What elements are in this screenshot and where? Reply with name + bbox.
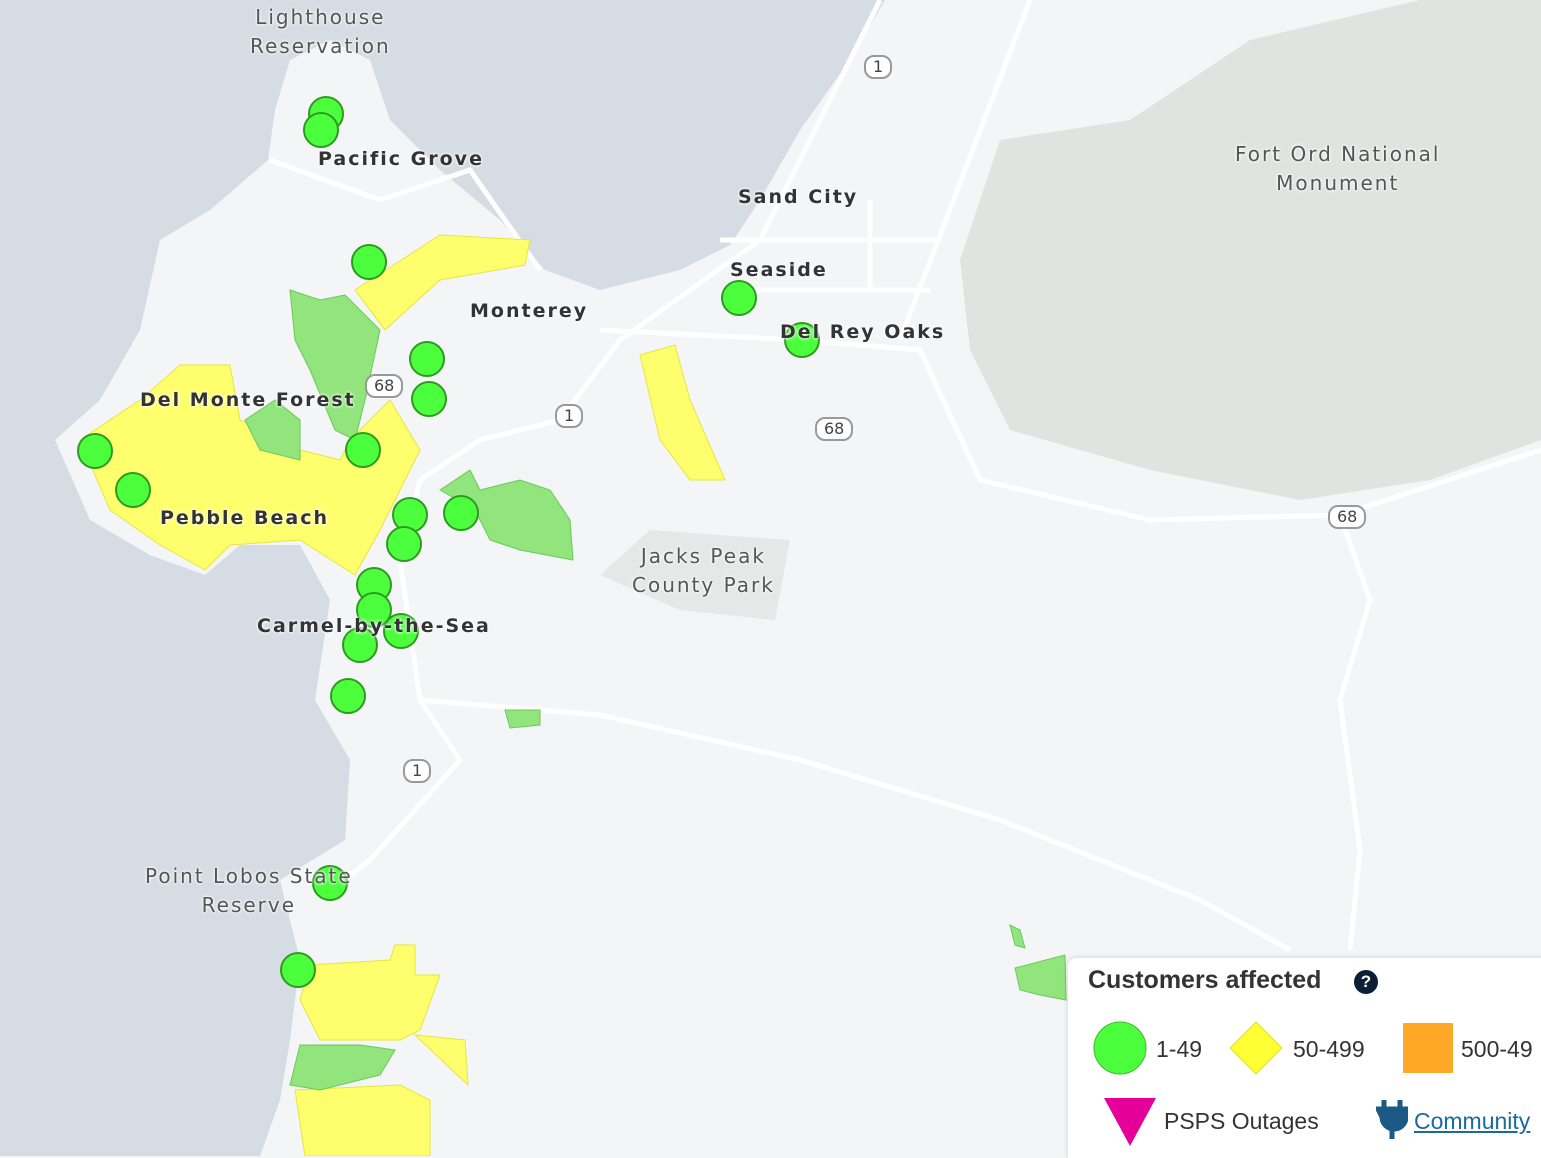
outage-marker[interactable] [356,592,392,628]
outage-marker[interactable] [443,495,479,531]
ocean [0,0,885,1156]
place-label: Lighthouse Reservation [250,5,391,58]
legend-label: 50-499 [1293,1036,1365,1062]
place-label: Del Monte Forest [140,389,356,411]
place-label: Monterey [470,300,589,322]
outage-marker[interactable] [115,472,151,508]
outage-marker[interactable] [411,381,447,417]
place-label: Seaside [730,259,828,281]
route-shield: 1 [864,55,893,79]
fort-ord-park [960,0,1541,500]
outage-markers[interactable] [77,96,820,988]
outage-marker[interactable] [303,112,339,148]
place-label: Del Rey Oaks [780,321,946,343]
place-label: Jacks Peak County Park [632,544,775,597]
community-link[interactable]: Community [1414,1108,1531,1134]
outage-marker[interactable] [342,627,378,663]
outage-marker[interactable] [330,678,366,714]
place-label: Pebble Beach [160,507,330,529]
yellow-outage-areas [79,234,726,1156]
green-outage-areas [244,289,1067,1091]
legend-label: 500-49 [1461,1036,1533,1062]
plug-icon [1376,1100,1408,1139]
outage-marker[interactable] [386,526,422,562]
place-label: Point Lobos State Reserve [145,864,353,917]
place-label: Sand City [738,186,859,208]
yellow-diamond-icon [1229,1021,1283,1075]
outage-marker[interactable] [77,433,113,469]
legend-label: PSPS Outages [1164,1108,1319,1134]
route-shield: 1 [403,759,432,783]
question-circle-icon[interactable]: ? [1354,970,1378,994]
outage-marker[interactable] [784,322,820,358]
outage-marker[interactable] [721,280,757,316]
jacks-peak-park [600,530,790,620]
place-label: Pacific Grove [318,148,484,170]
legend-title: Customers affected [1088,966,1322,994]
legend-label: 1-49 [1156,1036,1203,1062]
place-label: Fort Ord National Monument [1235,142,1441,195]
psps-triangle-icon [1104,1098,1156,1146]
outage-marker[interactable] [392,497,428,533]
outage-marker[interactable] [312,865,348,901]
route-shield: 68 [365,374,404,398]
outage-marker[interactable] [351,244,387,280]
outage-marker[interactable] [409,341,445,377]
outage-marker[interactable] [345,432,381,468]
outage-marker[interactable] [383,613,419,649]
legend-panel: Customers affected ? 1-49 50-499 500-49 … [1068,958,1541,1158]
outage-marker[interactable] [280,952,316,988]
place-label: Carmel-by-the-Sea [257,615,491,637]
route-shield: 1 [555,404,584,428]
route-shield: 68 [815,417,854,441]
green-circle-icon [1093,1021,1147,1075]
orange-square-icon [1403,1023,1453,1073]
route-shield: 68 [1328,505,1367,529]
